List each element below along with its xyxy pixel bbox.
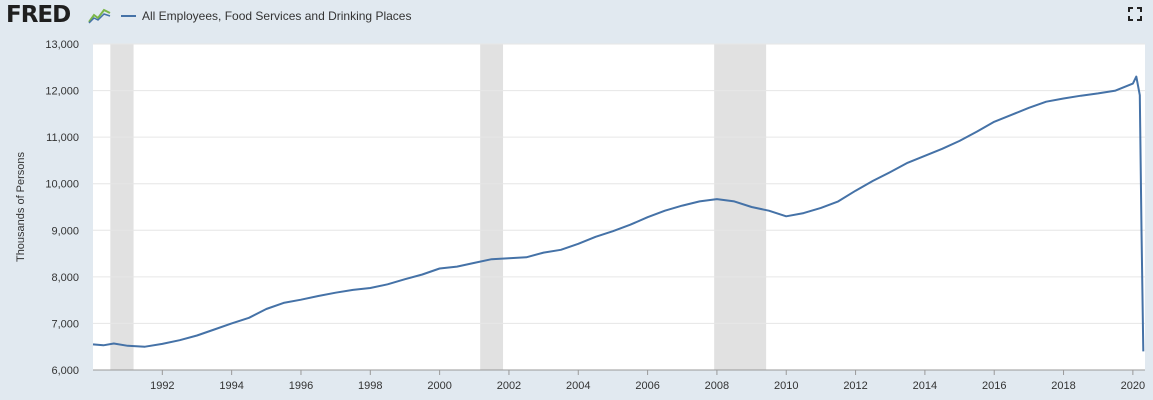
expand-icon[interactable] [1127, 6, 1143, 22]
x-tick-label: 2014 [913, 380, 937, 392]
x-tick-label: 2000 [427, 380, 451, 392]
recession-band [110, 44, 134, 370]
fred-logo[interactable]: FRED [6, 2, 71, 28]
x-tick-label: 2018 [1051, 380, 1075, 392]
plot-area [93, 44, 1145, 370]
x-tick-label: 1994 [219, 380, 243, 392]
y-tick-label: 10,000 [45, 179, 79, 191]
legend-swatch [121, 15, 136, 17]
x-tick-label: 2004 [566, 380, 590, 392]
y-tick-label: 7,000 [51, 318, 79, 330]
y-tick-label: 13,000 [45, 39, 79, 51]
recession-band [480, 44, 504, 370]
x-tick-label: 2010 [774, 380, 798, 392]
y-tick-label: 9,000 [51, 225, 79, 237]
x-tick-label: 1998 [358, 380, 382, 392]
x-tick-label: 2002 [497, 380, 521, 392]
legend: All Employees, Food Services and Drinkin… [121, 8, 411, 24]
series-line [92, 75, 1145, 352]
legend-label: All Employees, Food Services and Drinkin… [142, 9, 412, 23]
chart-header: FRED All Employees, Food Services and Dr… [0, 0, 1153, 34]
x-tick-label: 2008 [705, 380, 729, 392]
x-tick-label: 2006 [635, 380, 659, 392]
fred-graph-icon [88, 8, 111, 24]
x-tick-label: 1992 [150, 380, 174, 392]
x-tick-label: 2020 [1121, 380, 1145, 392]
x-tick-label: 2016 [982, 380, 1006, 392]
x-tick-label: 1996 [289, 380, 313, 392]
y-tick-label: 8,000 [51, 272, 79, 284]
y-tick-label: 6,000 [51, 365, 79, 377]
y-tick-label: 12,000 [45, 86, 79, 98]
y-axis-title: Thousands of Persons [15, 151, 27, 262]
x-tick-label: 2012 [843, 380, 867, 392]
line-chart: 6,000 7,000 8,000 9,000 10,000 11,000 12,000 13… [15, 39, 1145, 392]
recession-band [714, 44, 767, 370]
y-tick-label: 11,000 [46, 132, 79, 144]
